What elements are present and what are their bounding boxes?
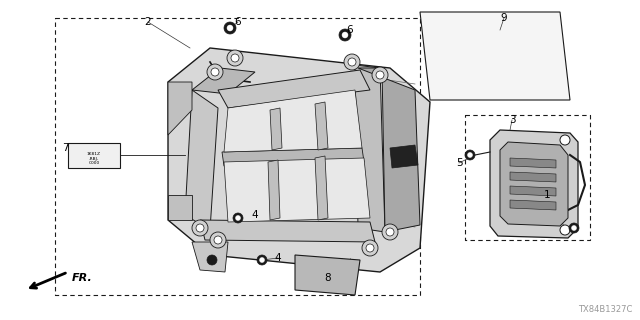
Polygon shape: [192, 242, 228, 272]
Polygon shape: [315, 156, 328, 220]
Text: 6: 6: [235, 17, 241, 27]
Text: 2: 2: [145, 17, 151, 27]
Circle shape: [231, 54, 239, 62]
Circle shape: [207, 64, 223, 80]
Polygon shape: [390, 145, 418, 168]
Circle shape: [372, 67, 388, 83]
Circle shape: [348, 58, 356, 66]
Circle shape: [366, 244, 374, 252]
Circle shape: [569, 223, 579, 233]
Text: 1K81Z
-RBJ-
C000: 1K81Z -RBJ- C000: [87, 152, 101, 165]
Circle shape: [227, 50, 243, 66]
Polygon shape: [355, 65, 385, 232]
Circle shape: [467, 153, 472, 157]
Circle shape: [236, 215, 241, 220]
Polygon shape: [222, 148, 364, 166]
Circle shape: [211, 68, 219, 76]
Circle shape: [465, 150, 475, 160]
Polygon shape: [420, 12, 570, 100]
Text: 5: 5: [456, 158, 462, 168]
Text: FR.: FR.: [72, 273, 93, 283]
Text: 9: 9: [500, 13, 508, 23]
Circle shape: [572, 226, 577, 230]
Circle shape: [224, 22, 236, 34]
Circle shape: [386, 228, 394, 236]
Circle shape: [259, 258, 264, 262]
Circle shape: [207, 255, 217, 265]
Polygon shape: [295, 255, 360, 295]
Circle shape: [342, 32, 348, 38]
Text: TX84B1327C: TX84B1327C: [578, 305, 632, 314]
Circle shape: [257, 255, 267, 265]
Text: 3: 3: [509, 115, 515, 125]
Polygon shape: [500, 142, 568, 226]
Polygon shape: [185, 90, 218, 230]
Polygon shape: [270, 108, 282, 150]
Text: 7: 7: [61, 143, 68, 153]
Text: 4: 4: [275, 253, 282, 263]
Polygon shape: [192, 68, 255, 94]
Text: 6: 6: [347, 25, 353, 35]
Text: 4: 4: [252, 210, 259, 220]
Circle shape: [560, 225, 570, 235]
Polygon shape: [200, 220, 375, 242]
Circle shape: [362, 240, 378, 256]
Polygon shape: [168, 82, 192, 135]
Circle shape: [233, 213, 243, 223]
Circle shape: [227, 25, 233, 31]
Polygon shape: [268, 160, 280, 220]
Polygon shape: [490, 130, 578, 238]
Polygon shape: [358, 68, 420, 232]
FancyBboxPatch shape: [68, 143, 120, 168]
Circle shape: [382, 224, 398, 240]
Polygon shape: [168, 195, 192, 220]
Text: 1: 1: [544, 190, 550, 200]
Circle shape: [560, 135, 570, 145]
Circle shape: [214, 236, 222, 244]
Circle shape: [196, 224, 204, 232]
Polygon shape: [510, 200, 556, 210]
Polygon shape: [218, 70, 370, 108]
Polygon shape: [224, 90, 362, 152]
Circle shape: [339, 29, 351, 41]
Polygon shape: [168, 48, 430, 272]
Circle shape: [210, 232, 226, 248]
Polygon shape: [224, 158, 370, 222]
Text: 8: 8: [324, 273, 332, 283]
Circle shape: [344, 54, 360, 70]
Circle shape: [192, 220, 208, 236]
Polygon shape: [510, 186, 556, 196]
Polygon shape: [510, 172, 556, 182]
Polygon shape: [315, 102, 328, 150]
Circle shape: [376, 71, 384, 79]
Polygon shape: [510, 158, 556, 168]
